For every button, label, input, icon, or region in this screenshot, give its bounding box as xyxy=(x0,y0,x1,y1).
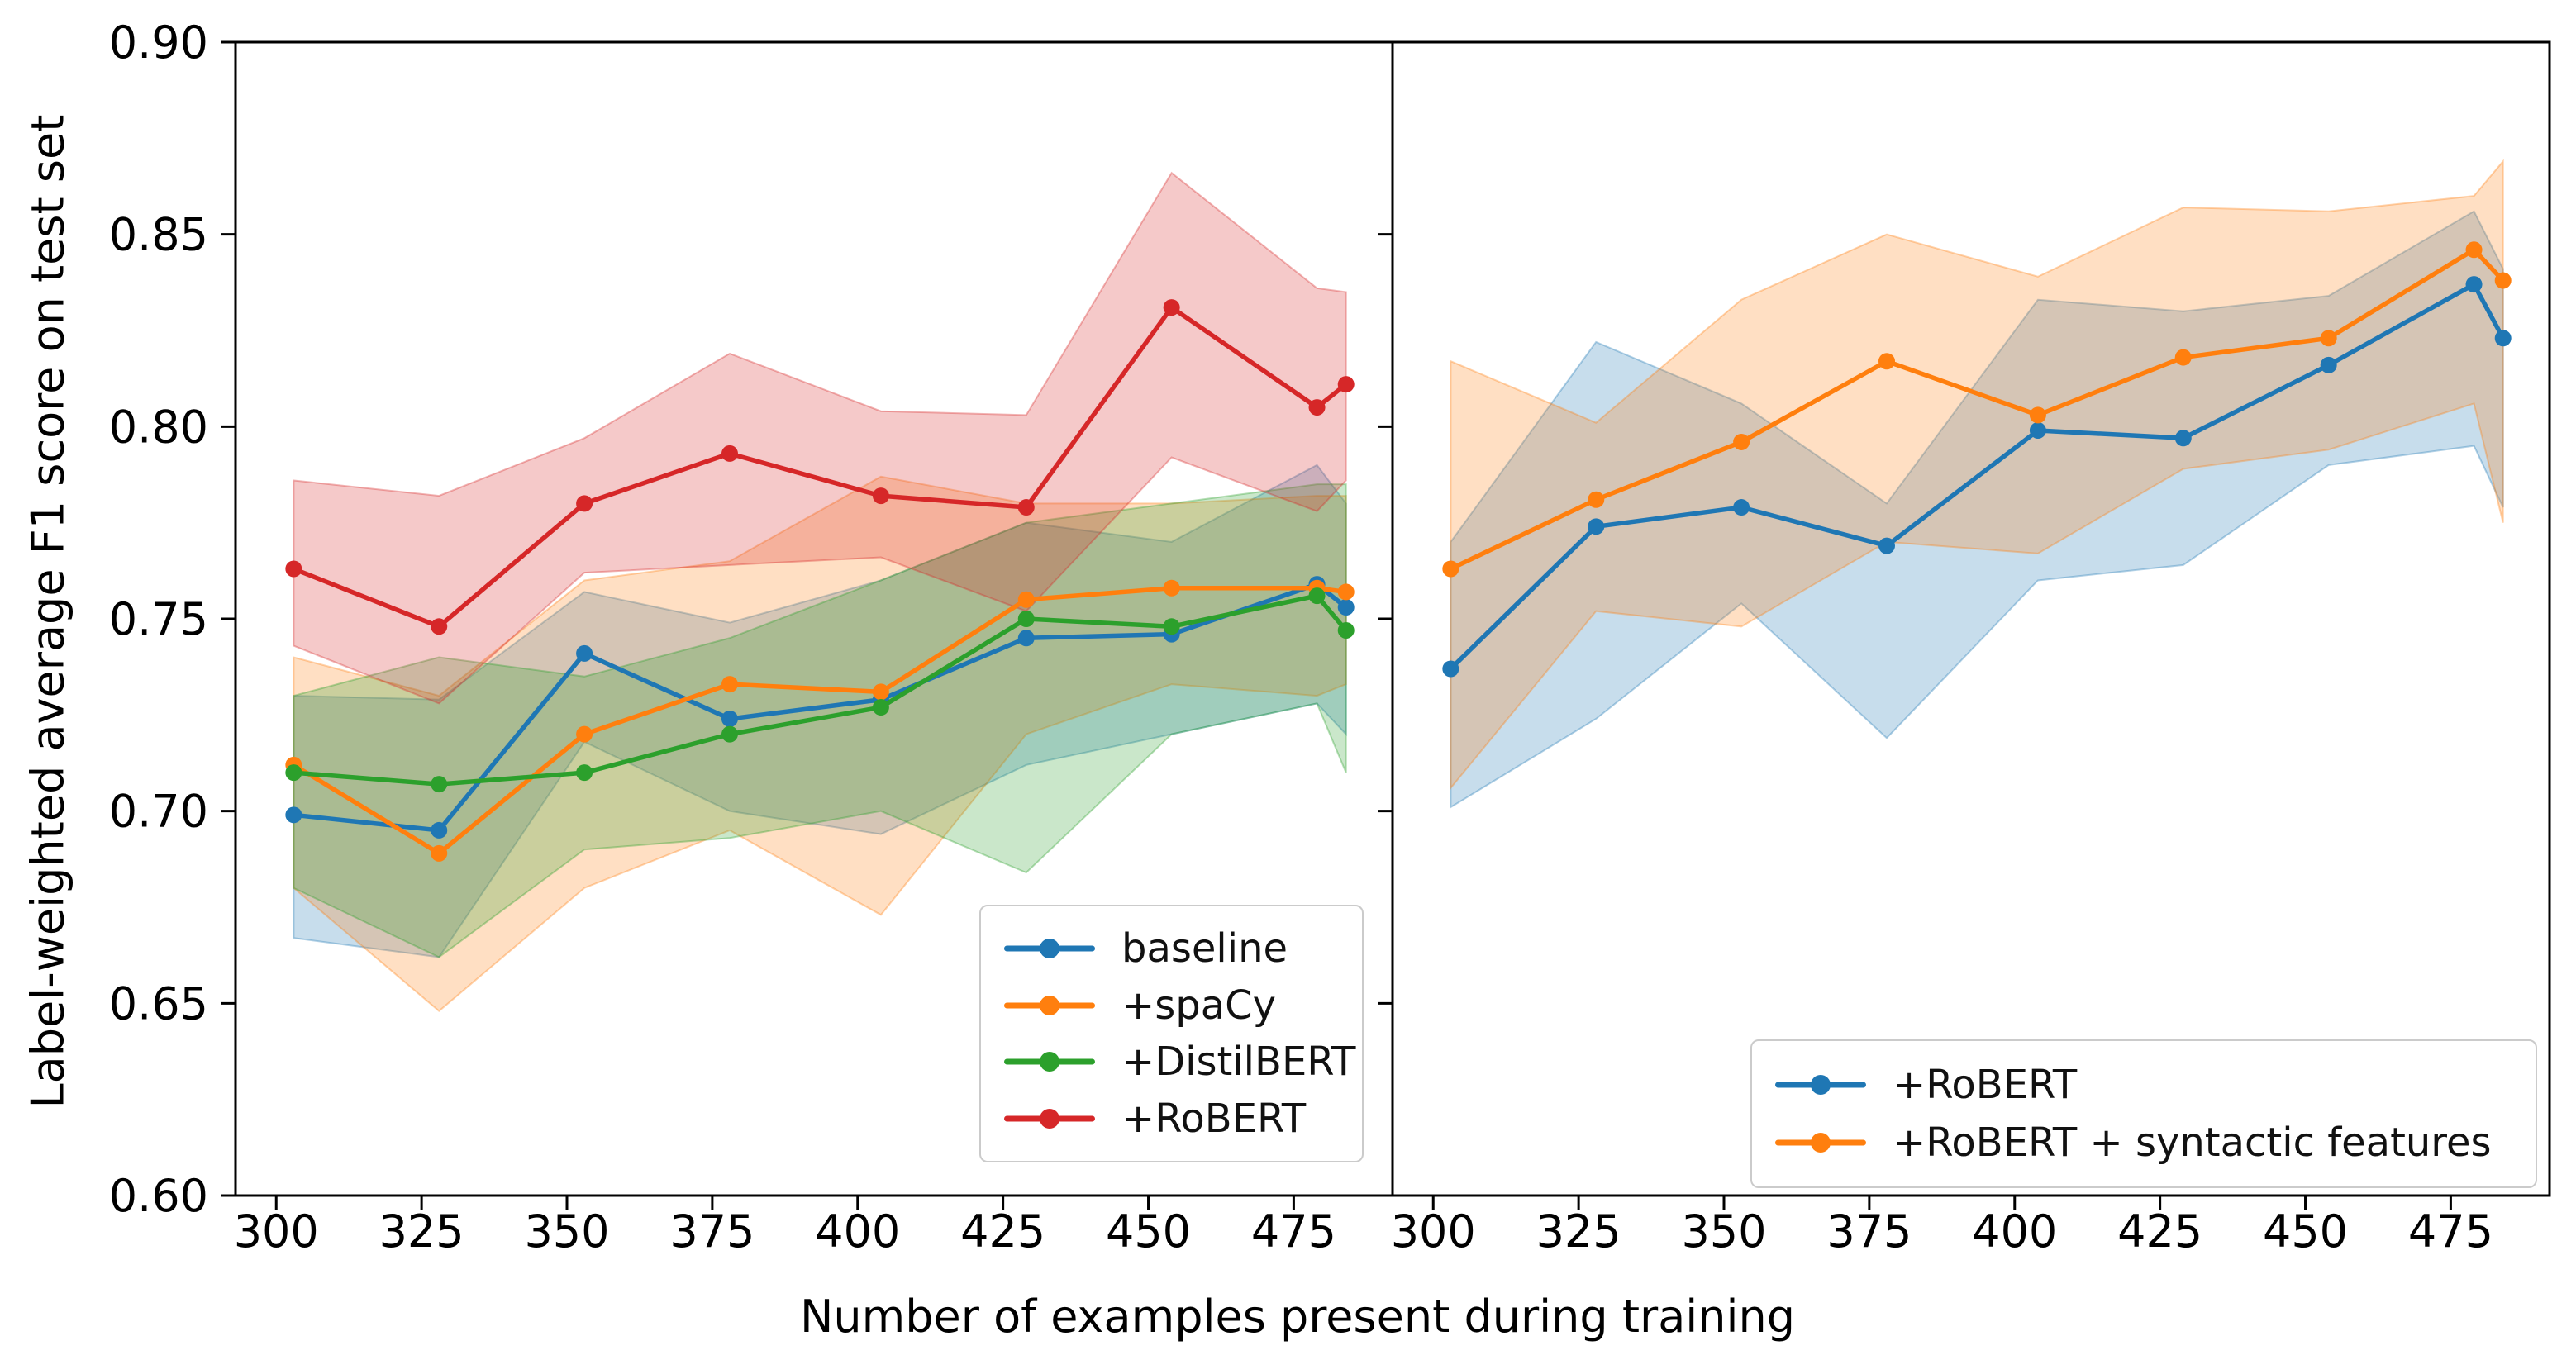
x-tick-label: 400 xyxy=(815,1205,900,1258)
y-tick-label: 0.75 xyxy=(109,593,208,645)
legend-line-marker-icon xyxy=(1004,1107,1095,1130)
legend-item-robert-syntactic-features: +RoBERT + syntactic features xyxy=(1775,1120,2512,1166)
legend-right-panel: +RoBERT +RoBERT + syntactic features xyxy=(1750,1039,2537,1188)
legend-item-robert: +RoBERT xyxy=(1775,1062,2512,1108)
y-tick-label: 0.70 xyxy=(109,786,208,838)
band-distilbert-left xyxy=(293,483,1347,958)
x-tick-label: 375 xyxy=(1826,1205,1912,1258)
y-tick-label: 0.60 xyxy=(109,1170,208,1222)
legend-line-marker-icon xyxy=(1775,1131,1866,1154)
y-tick-label: 0.65 xyxy=(109,977,208,1029)
markers-robert-right xyxy=(1442,276,2512,678)
y-tick-label: 0.90 xyxy=(109,17,208,69)
legend-item-label: +RoBERT xyxy=(1121,1096,1307,1143)
ticks-right xyxy=(1378,40,2452,1210)
x-tick-label: 475 xyxy=(2408,1205,2493,1258)
x-tick-label: 375 xyxy=(669,1205,755,1258)
band-robert-left xyxy=(293,171,1347,705)
x-axis-label: Number of examples present during traini… xyxy=(799,1291,1796,1343)
markers-robert-left xyxy=(285,299,1355,635)
legend-item-spacy: +spaCy xyxy=(1004,982,1339,1029)
x-tick-label: 450 xyxy=(2263,1205,2348,1258)
y-tick-label: 0.80 xyxy=(109,401,208,453)
legend-line-marker-icon xyxy=(1775,1073,1866,1096)
legend-line-marker-icon xyxy=(1004,1050,1095,1073)
legend-item-label: +DistilBERT xyxy=(1121,1039,1356,1086)
legend-item-label: +RoBERT + syntactic features xyxy=(1893,1120,2492,1167)
legend-line-marker-icon xyxy=(1004,994,1095,1017)
markers-distilbert-left xyxy=(285,587,1355,793)
y-axis-label: Label-weighted average F1 score on test … xyxy=(21,114,74,1109)
x-tick-label: 325 xyxy=(1536,1205,1621,1258)
x-tick-label: 425 xyxy=(960,1205,1045,1258)
panel-right: 300 325 350 375 400 425 450 475 xyxy=(1378,40,2551,1258)
legend-item-label: +RoBERT xyxy=(1893,1061,2078,1108)
band-robert-right xyxy=(1450,210,2504,809)
tick-labels-left: 300 325 350 375 400 425 450 475 0.90 0.85 0.80 0.75… xyxy=(109,17,1336,1258)
legend-line-marker-icon xyxy=(1004,937,1095,960)
legend-left-panel: baseline +spaCy +DistilBERT +RoBERT xyxy=(979,905,1364,1162)
markers-robert-syntactic-features-right xyxy=(1442,241,2512,578)
band-spacy-left xyxy=(293,475,1347,1012)
legend-item-distilbert: +DistilBERT xyxy=(1004,1039,1355,1085)
x-tick-label: 425 xyxy=(2117,1205,2202,1258)
legend-item-label: baseline xyxy=(1121,925,1288,972)
legend-item-robert: +RoBERT xyxy=(1004,1096,1339,1142)
x-tick-label: 300 xyxy=(234,1205,319,1258)
x-tick-label: 400 xyxy=(1972,1205,2057,1258)
y-tick-label: 0.85 xyxy=(109,209,208,261)
ticks-left xyxy=(221,40,1295,1210)
x-tick-label: 300 xyxy=(1391,1205,1476,1258)
legend-item-label: +spaCy xyxy=(1121,982,1277,1029)
x-tick-label: 475 xyxy=(1251,1205,1336,1258)
legend-item-baseline: baseline xyxy=(1004,925,1339,972)
x-tick-label: 350 xyxy=(524,1205,609,1258)
x-tick-label: 450 xyxy=(1106,1205,1191,1258)
x-tick-label: 325 xyxy=(379,1205,464,1258)
x-tick-label: 350 xyxy=(1681,1205,1766,1258)
panel-left: 300 325 350 375 400 425 450 475 0.90 0.85 0.80 0.75… xyxy=(109,17,1394,1258)
tick-labels-right: 300 325 350 375 400 425 450 475 xyxy=(1391,1205,2493,1258)
